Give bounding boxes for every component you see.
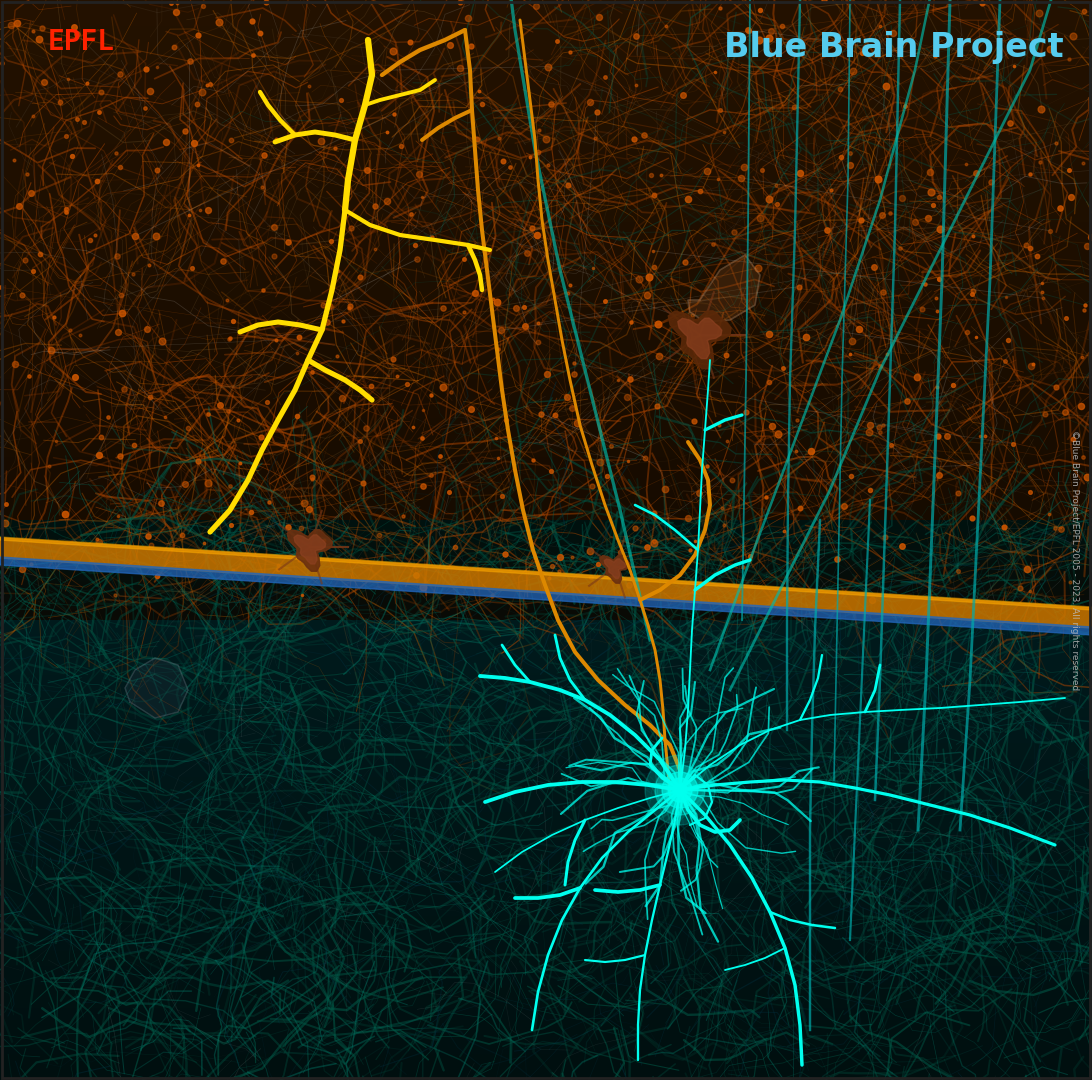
Polygon shape bbox=[655, 765, 705, 815]
Polygon shape bbox=[673, 783, 687, 797]
Polygon shape bbox=[600, 555, 630, 583]
Polygon shape bbox=[604, 558, 626, 579]
Polygon shape bbox=[688, 255, 760, 322]
Text: ©Blue Brain Project/EPFL 2005 - 2023. All rights reserved: ©Blue Brain Project/EPFL 2005 - 2023. Al… bbox=[1069, 430, 1079, 690]
Text: Blue Brain Project: Blue Brain Project bbox=[724, 31, 1064, 65]
Polygon shape bbox=[124, 658, 188, 718]
Polygon shape bbox=[287, 529, 332, 571]
Polygon shape bbox=[294, 535, 325, 564]
Polygon shape bbox=[668, 778, 692, 802]
Polygon shape bbox=[678, 318, 722, 359]
Polygon shape bbox=[668, 311, 732, 368]
Polygon shape bbox=[645, 755, 715, 825]
Text: EPFL: EPFL bbox=[48, 28, 115, 56]
Polygon shape bbox=[662, 772, 698, 808]
